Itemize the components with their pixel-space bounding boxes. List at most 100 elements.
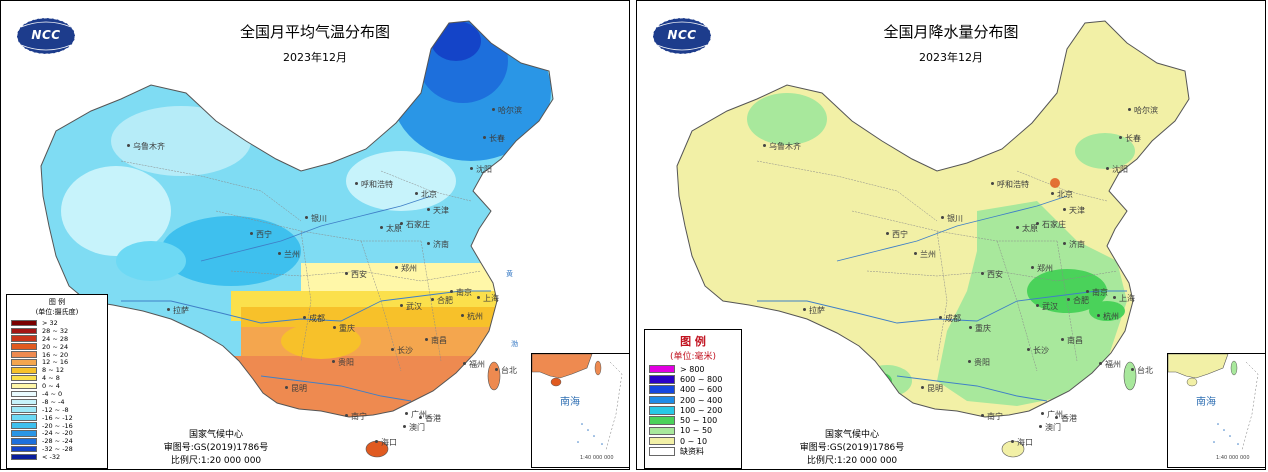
footer-approval: 审图号:GS(2019)1786号 [799,443,905,453]
city-label: 台北 [1137,366,1153,375]
city-marker [1119,136,1122,139]
city-marker [1097,314,1100,317]
legend-item: 400 ~ 600 [645,385,741,395]
city-label: 长春 [1125,134,1141,143]
city-marker [395,266,398,269]
legend-swatch [11,335,37,342]
legend-swatch [11,327,37,335]
legend-swatch [649,436,675,446]
legend-swatch [649,395,675,405]
legend-label: 100 ~ 200 [680,405,723,415]
legend-item: -28 ~ -24 [7,437,107,445]
legend-label: 10 ~ 50 [680,426,713,436]
city-label: 沈阳 [476,165,492,174]
legend-label: 28 ~ 32 [42,326,69,335]
city-label: 广州 [1047,410,1063,419]
city-marker [939,316,942,319]
city-label: 南宁 [351,412,367,421]
legend-swatch [11,406,37,413]
city-marker [941,216,944,219]
city-marker [403,425,406,428]
legend-item: 24 ~ 28 [7,335,107,343]
legend-swatch [11,414,37,421]
city-marker [425,338,428,341]
legend-swatch [11,359,37,366]
city-label: 太原 [386,224,402,233]
legend-swatch [11,445,37,453]
city-label: 上海 [1119,294,1135,303]
city-label: 哈尔滨 [1134,106,1158,115]
legend-item: 100 ~ 200 [645,405,741,415]
city-marker [431,298,434,301]
city-label: 福州 [1105,360,1121,369]
city-marker [1031,266,1034,269]
city-label: 成都 [309,314,325,323]
city-label: 济南 [433,240,449,249]
city-label: 杭州 [1103,312,1119,321]
legend-label: 8 ~ 12 [42,366,64,375]
legend-label: -32 ~ -28 [42,445,73,454]
south-china-sea-inset: 南海 1:40 000 000 [1167,353,1265,468]
ncc-logo: NCC [15,15,77,57]
city-marker [914,252,917,255]
city-label: 合肥 [1073,296,1089,305]
precipitation-map-title: 全国月降水量分布图 [883,23,1019,41]
legend-swatch [11,438,37,445]
legend-label: 20 ~ 24 [42,342,69,351]
city-label: 哈尔滨 [498,106,522,115]
city-label: 拉萨 [809,306,825,315]
city-label: 西宁 [256,230,272,239]
legend-item: 600 ~ 800 [645,374,741,384]
legend-label: 4 ~ 8 [42,374,60,383]
city-label: 杭州 [467,312,483,321]
legend-label: -24 ~ -20 [42,429,73,438]
city-label: 海口 [381,438,397,447]
legend-unit: (单位:摄氏度) [35,308,79,316]
city-marker [415,192,418,195]
city-label: 南京 [1092,288,1108,297]
legend-label: > 32 [42,318,58,327]
legend-swatch [11,343,37,350]
legend-swatch [11,430,37,437]
city-label: 昆明 [291,384,307,393]
city-label: 石家庄 [1042,220,1066,229]
legend-label: < -32 [42,453,61,462]
legend-swatch [649,364,675,374]
footer-org: 国家气候中心 [824,430,879,440]
city-label: 拉萨 [173,306,189,315]
city-marker [492,108,495,111]
city-label: 沈阳 [1112,165,1128,174]
city-marker [450,290,453,293]
city-label: 南昌 [431,336,447,345]
city-marker [167,308,170,311]
city-marker [991,182,994,185]
city-marker [763,144,766,147]
legend-item: 4 ~ 8 [7,374,107,382]
svg-text:黄: 黄 [506,269,513,278]
city-label: 香港 [1061,414,1077,423]
city-label: 呼和浩特 [997,180,1029,189]
city-marker [1016,226,1019,229]
legend-swatch [649,385,675,394]
legend-item: 10 ~ 50 [645,426,741,436]
legend-label: > 800 [680,364,705,374]
city-label: 西安 [351,270,367,279]
inset-map [1168,354,1259,451]
svg-text:渤: 渤 [511,339,518,348]
legend-item: 0 ~ 4 [7,382,107,390]
legend-label: -16 ~ -12 [42,413,73,422]
legend-swatch [11,374,37,382]
legend-item: 0 ~ 10 [645,436,741,446]
city-marker [483,136,486,139]
city-marker [127,144,130,147]
city-label: 济南 [1069,240,1085,249]
city-label: 银川 [311,214,327,223]
city-marker [375,440,378,443]
city-label: 澳门 [1045,423,1061,432]
city-label: 乌鲁木齐 [133,142,165,151]
city-marker [332,360,335,363]
city-label: 武汉 [1042,302,1058,311]
city-marker [1086,290,1089,293]
city-marker [405,412,408,415]
city-marker [305,216,308,219]
